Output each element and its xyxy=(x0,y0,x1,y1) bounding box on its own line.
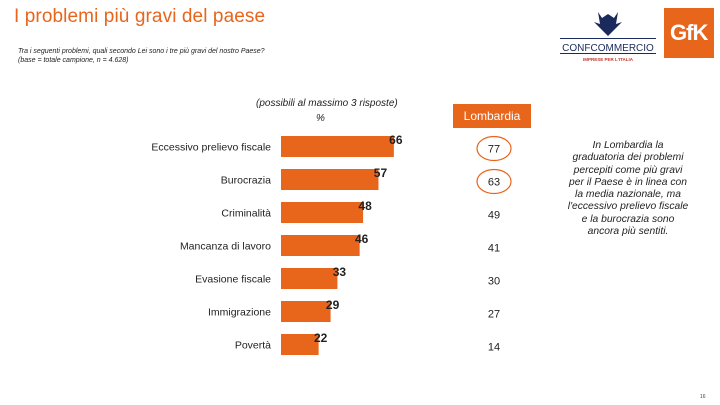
region-value: 63 xyxy=(488,177,500,189)
page-title: I problemi più gravi del paese xyxy=(14,6,266,27)
data-label: 48 xyxy=(358,199,372,213)
region-value: 30 xyxy=(488,276,500,288)
data-label: 66 xyxy=(389,133,403,147)
bar xyxy=(281,136,394,157)
category-label: Mancanza di lavoro xyxy=(180,241,271,253)
bar xyxy=(281,202,364,223)
unit-label: % xyxy=(316,113,325,124)
data-label: 33 xyxy=(333,265,347,279)
sample-base: (base = totale campione, n = 4.628) xyxy=(18,57,129,64)
highlight-circle xyxy=(476,168,512,195)
gfk-logo: GfK xyxy=(664,8,714,58)
region-value: 77 xyxy=(488,144,500,156)
category-label: Immigrazione xyxy=(208,307,271,319)
category-label: Povertà xyxy=(235,340,271,352)
bar xyxy=(281,334,319,355)
data-label: 22 xyxy=(314,331,328,345)
bar xyxy=(281,301,331,322)
data-label: 46 xyxy=(355,232,369,246)
confcommercio-wordmark: CONFCOMMERCIO xyxy=(562,43,654,54)
bar xyxy=(281,268,338,289)
confcommercio-tagline: IMPRESE PER L'ITALIA xyxy=(583,57,634,62)
highlight-circle xyxy=(476,135,512,162)
data-label: 57 xyxy=(374,166,388,180)
region-value: 49 xyxy=(488,210,500,222)
gfk-wordmark: GfK xyxy=(670,20,708,45)
confcommercio-logo: CONFCOMMERCIO IMPRESE PER L'ITALIA xyxy=(560,12,656,62)
region-value: 27 xyxy=(488,309,500,321)
survey-question: Tra i seguenti problemi, quali secondo L… xyxy=(18,48,265,55)
region-value: 14 xyxy=(488,342,500,354)
bar xyxy=(281,235,360,256)
page-number: 16 xyxy=(700,394,706,400)
data-label: 29 xyxy=(326,298,340,312)
region-callout: In Lombardia la graduatoria dei problemi… xyxy=(567,140,689,238)
category-label: Burocrazia xyxy=(221,175,271,187)
category-label: Evasione fiscale xyxy=(195,274,271,286)
category-label: Eccessivo prelievo fiscale xyxy=(151,142,271,154)
region-header: Lombardia xyxy=(453,104,531,128)
chart-note: (possibili al massimo 3 risposte) xyxy=(256,98,398,109)
category-label: Criminalità xyxy=(221,208,271,220)
bar xyxy=(281,169,379,190)
eagle-emblem xyxy=(594,12,622,36)
region-value: 41 xyxy=(488,243,500,255)
